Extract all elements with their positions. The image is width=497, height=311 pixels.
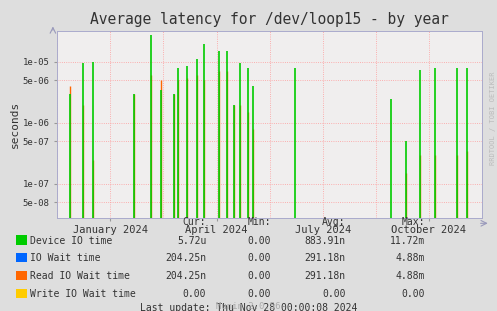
- Text: 4.88m: 4.88m: [396, 253, 425, 263]
- Text: 0.00: 0.00: [322, 289, 345, 299]
- Text: 0.00: 0.00: [402, 289, 425, 299]
- Text: IO Wait time: IO Wait time: [30, 253, 100, 263]
- Text: Max:: Max:: [402, 217, 425, 227]
- Text: Munin 2.0.56: Munin 2.0.56: [216, 302, 281, 311]
- Y-axis label: seconds: seconds: [10, 101, 20, 148]
- Text: 11.72m: 11.72m: [390, 236, 425, 246]
- Text: 291.18n: 291.18n: [304, 253, 345, 263]
- Text: 0.00: 0.00: [248, 271, 271, 281]
- Text: Cur:: Cur:: [183, 217, 206, 227]
- Text: Min:: Min:: [248, 217, 271, 227]
- Text: Last update: Thu Nov 28 00:00:08 2024: Last update: Thu Nov 28 00:00:08 2024: [140, 303, 357, 311]
- Text: 4.88m: 4.88m: [396, 271, 425, 281]
- Text: 204.25n: 204.25n: [165, 253, 206, 263]
- Text: Write IO Wait time: Write IO Wait time: [30, 289, 136, 299]
- Title: Average latency for /dev/loop15 - by year: Average latency for /dev/loop15 - by yea…: [90, 12, 449, 27]
- Text: 204.25n: 204.25n: [165, 271, 206, 281]
- Text: RRDTOOL / TOBI OETIKER: RRDTOOL / TOBI OETIKER: [490, 72, 496, 165]
- Text: 883.91n: 883.91n: [304, 236, 345, 246]
- Text: 0.00: 0.00: [183, 289, 206, 299]
- Text: 0.00: 0.00: [248, 236, 271, 246]
- Text: 291.18n: 291.18n: [304, 271, 345, 281]
- Text: 5.72u: 5.72u: [177, 236, 206, 246]
- Text: Read IO Wait time: Read IO Wait time: [30, 271, 130, 281]
- Text: Device IO time: Device IO time: [30, 236, 112, 246]
- Text: 0.00: 0.00: [248, 253, 271, 263]
- Text: Avg:: Avg:: [322, 217, 345, 227]
- Text: 0.00: 0.00: [248, 289, 271, 299]
